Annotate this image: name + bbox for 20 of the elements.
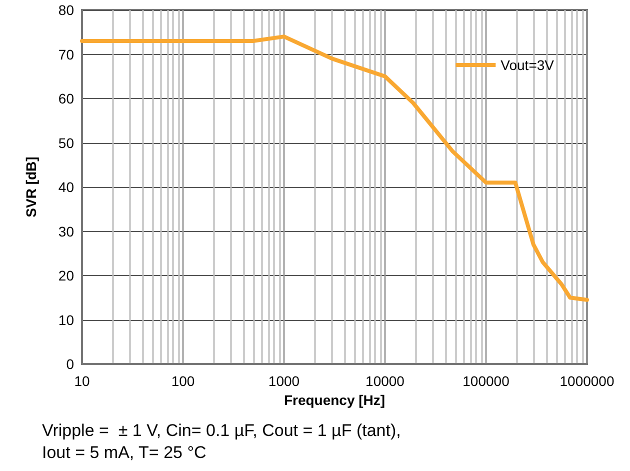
x-axis-title: Frequency [Hz]: [284, 392, 386, 408]
x-tick-label: 100000: [462, 373, 510, 389]
y-tick-label: 0: [66, 356, 74, 372]
y-tick-label: 50: [58, 134, 74, 151]
text: Vripple = ± 1 V, Cin= 0.1 µF, Cout = 1 µF (tant),: [42, 421, 401, 440]
y-axis-title: SVR [dB]: [23, 156, 39, 218]
y-tick-label: 30: [58, 223, 74, 240]
y-tick-label: 10: [58, 312, 74, 328]
x-tick-label: 10000: [366, 373, 405, 389]
text: Iout = 5 mA, T= 25 °C: [42, 443, 206, 462]
y-tick-label: 60: [58, 90, 74, 106]
x-tick-label: 100: [171, 373, 195, 389]
y-tick-label: 70: [58, 46, 74, 62]
y-tick-label: 20: [58, 268, 74, 284]
y-tick-label: 80: [58, 2, 74, 18]
x-tick-label: 1000: [268, 373, 300, 389]
x-tick-label: 10: [74, 373, 90, 389]
legend-label: Vout=3V: [500, 57, 555, 73]
y-tick-label: 40: [58, 179, 74, 195]
x-tick-label: 1000000: [560, 373, 614, 389]
